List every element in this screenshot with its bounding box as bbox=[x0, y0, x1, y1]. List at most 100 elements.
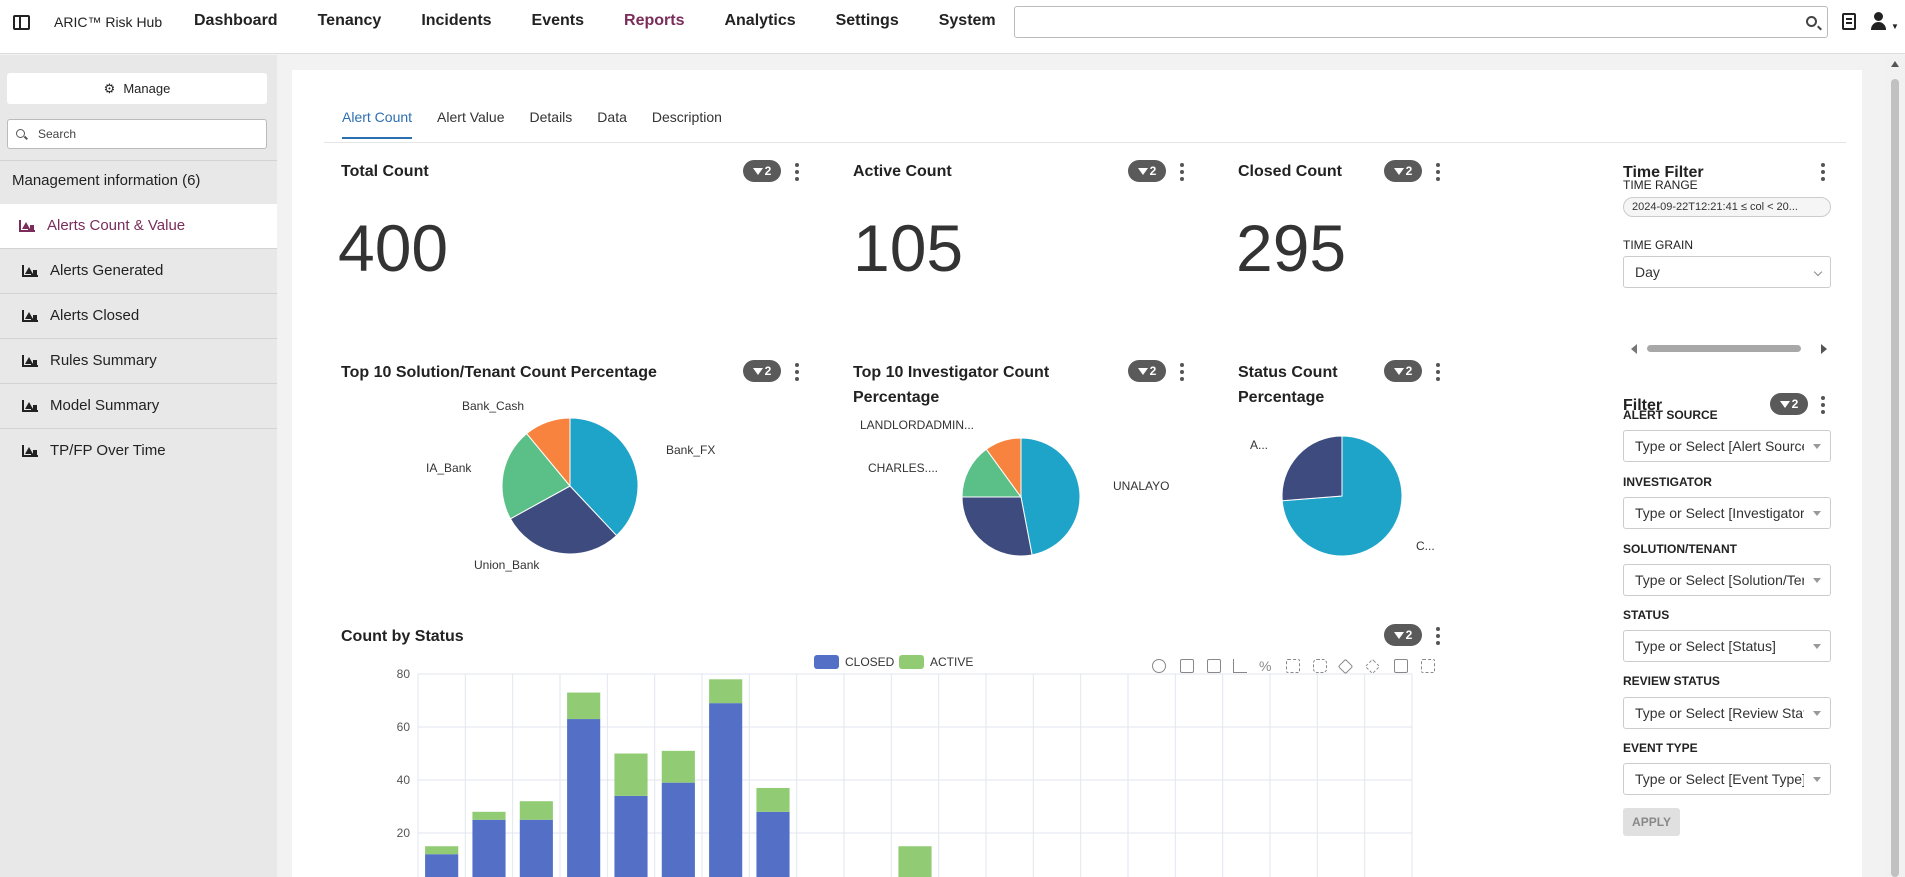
nav-settings[interactable]: Settings bbox=[835, 12, 899, 29]
tab-details[interactable]: Details bbox=[529, 109, 573, 125]
more-options-icon[interactable] bbox=[1436, 363, 1440, 381]
bar-active[interactable] bbox=[614, 753, 648, 796]
scroll-left-icon[interactable] bbox=[1631, 344, 1637, 354]
bar-active[interactable] bbox=[709, 679, 743, 704]
bar-active[interactable] bbox=[425, 846, 459, 855]
filter-badge[interactable]: 2 bbox=[743, 360, 781, 382]
box-select-icon[interactable] bbox=[1286, 659, 1300, 673]
filter-badge[interactable]: 2 bbox=[1128, 360, 1166, 382]
alert-source-select[interactable]: Type or Select [Alert Source] bbox=[1623, 430, 1831, 462]
filter-badge[interactable]: 2 bbox=[1770, 393, 1808, 415]
legend-closed[interactable]: CLOSED bbox=[814, 655, 894, 669]
nav-system[interactable]: System bbox=[938, 12, 996, 29]
restore-icon[interactable] bbox=[1152, 659, 1166, 673]
review-status-select[interactable]: Type or Select [Review Status] bbox=[1623, 697, 1831, 729]
pie-slice[interactable] bbox=[569, 417, 639, 537]
user-menu-caret-icon[interactable]: ▼ bbox=[1891, 22, 1899, 31]
filter-badge[interactable]: 2 bbox=[1384, 160, 1422, 182]
filter-badge[interactable]: 2 bbox=[743, 160, 781, 182]
nav-events[interactable]: Events bbox=[531, 12, 585, 29]
more-options-icon[interactable] bbox=[795, 163, 799, 181]
tab-data[interactable]: Data bbox=[597, 109, 627, 125]
bar-closed[interactable] bbox=[425, 854, 459, 877]
pie-slice[interactable] bbox=[525, 417, 571, 488]
more-options-icon[interactable] bbox=[795, 363, 799, 381]
investigator-select[interactable]: Type or Select [Investigator] bbox=[1623, 497, 1831, 529]
nav-analytics[interactable]: Analytics bbox=[724, 12, 796, 29]
pie-slice[interactable] bbox=[1020, 437, 1081, 556]
sidebar-item-tp-fp-over-time[interactable]: TP/FP Over Time bbox=[0, 429, 277, 473]
page-scrollbar[interactable] bbox=[1885, 55, 1905, 877]
more-options-icon[interactable] bbox=[1821, 163, 1825, 181]
bar-closed[interactable] bbox=[472, 819, 506, 877]
bar-closed[interactable] bbox=[519, 819, 553, 877]
crop-reset-icon[interactable] bbox=[1207, 659, 1221, 673]
manage-button[interactable]: ⚙ Manage bbox=[7, 73, 267, 104]
time-range-chip[interactable]: 2024-09-22T12:21:41 ≤ col < 20... bbox=[1623, 197, 1831, 217]
nav-incidents[interactable]: Incidents bbox=[421, 12, 492, 29]
legend-active[interactable]: ACTIVE bbox=[899, 655, 973, 669]
time-grain-select[interactable]: Day bbox=[1623, 256, 1831, 288]
lasso-select-icon[interactable] bbox=[1313, 659, 1327, 673]
sidebar-search-input[interactable]: Search bbox=[7, 119, 267, 149]
percent-icon[interactable]: % bbox=[1259, 658, 1272, 674]
event-type-select[interactable]: Type or Select [Event Type] bbox=[1623, 763, 1831, 795]
more-options-icon[interactable] bbox=[1180, 363, 1184, 381]
sidebar-group-title[interactable]: Management information (6) bbox=[12, 172, 201, 189]
user-icon[interactable] bbox=[1871, 12, 1893, 32]
bar-active[interactable] bbox=[898, 846, 932, 877]
bar-active[interactable] bbox=[567, 692, 601, 720]
nav-reports[interactable]: Reports bbox=[624, 12, 685, 29]
bar-active[interactable] bbox=[661, 750, 695, 783]
bar-active[interactable] bbox=[472, 811, 506, 820]
more-options-icon[interactable] bbox=[1436, 627, 1440, 645]
tab-alert-count[interactable]: Alert Count bbox=[342, 109, 413, 139]
sidebar-toggle-icon[interactable] bbox=[13, 15, 30, 30]
bar-closed[interactable] bbox=[567, 719, 601, 877]
solution-tenant-select[interactable]: Type or Select [Solution/Tenant] bbox=[1623, 564, 1831, 596]
filter-panel-scrollbar[interactable] bbox=[1623, 340, 1831, 358]
pie-slice[interactable] bbox=[985, 437, 1022, 499]
apply-button[interactable]: APPLY bbox=[1623, 808, 1680, 836]
sidebar-item-alerts-closed[interactable]: Alerts Closed bbox=[0, 294, 277, 338]
nav-tenancy[interactable]: Tenancy bbox=[317, 12, 382, 29]
status-select[interactable]: Type or Select [Status] bbox=[1623, 630, 1831, 662]
more-options-icon[interactable] bbox=[1436, 163, 1440, 181]
sidebar-item-model-summary[interactable]: Model Summary bbox=[0, 384, 277, 428]
crop-icon[interactable] bbox=[1180, 659, 1194, 673]
pie-slice[interactable] bbox=[961, 496, 1033, 557]
filter-badge[interactable]: 2 bbox=[1384, 360, 1422, 382]
investigator-label: INVESTIGATOR bbox=[1623, 475, 1712, 489]
filter-badge[interactable]: 2 bbox=[1384, 624, 1422, 646]
scrollbar-thumb[interactable] bbox=[1891, 79, 1899, 877]
scrollbar-thumb[interactable] bbox=[1647, 345, 1801, 352]
bar-closed[interactable] bbox=[709, 703, 743, 877]
pie-slice[interactable] bbox=[509, 485, 618, 555]
sidebar-item-alerts-generated[interactable]: Alerts Generated bbox=[0, 249, 277, 293]
scroll-right-icon[interactable] bbox=[1821, 344, 1827, 354]
tab-alert-value[interactable]: Alert Value bbox=[437, 109, 505, 125]
tab-description[interactable]: Description bbox=[651, 109, 722, 125]
bar-closed[interactable] bbox=[614, 795, 648, 877]
app-brand[interactable]: ARIC™ Risk Hub bbox=[54, 14, 163, 30]
global-search-input[interactable] bbox=[1014, 6, 1828, 38]
search-icon[interactable] bbox=[1806, 16, 1817, 27]
bar-closed[interactable] bbox=[661, 782, 695, 877]
clear-selection-icon[interactable] bbox=[1421, 659, 1435, 673]
pie-slice[interactable] bbox=[501, 432, 571, 520]
nav-dashboard[interactable]: Dashboard bbox=[194, 12, 278, 29]
sidebar-item-rules-summary[interactable]: Rules Summary bbox=[0, 339, 277, 383]
docs-book-icon[interactable] bbox=[1842, 13, 1856, 30]
more-options-icon[interactable] bbox=[1821, 396, 1825, 414]
pie-slice[interactable] bbox=[961, 448, 1022, 498]
multi-select-icon[interactable] bbox=[1394, 659, 1408, 673]
scroll-up-icon[interactable] bbox=[1891, 61, 1899, 67]
bar-active[interactable] bbox=[519, 801, 553, 820]
more-options-icon[interactable] bbox=[1180, 163, 1184, 181]
line-chart-icon[interactable] bbox=[1233, 659, 1247, 673]
bar-closed[interactable] bbox=[756, 811, 790, 877]
sidebar-item-alerts-count-value[interactable]: Alerts Count & Value bbox=[0, 204, 277, 248]
filter-badge[interactable]: 2 bbox=[1128, 160, 1166, 182]
pie-slice[interactable] bbox=[1281, 435, 1343, 502]
bar-active[interactable] bbox=[756, 787, 790, 812]
